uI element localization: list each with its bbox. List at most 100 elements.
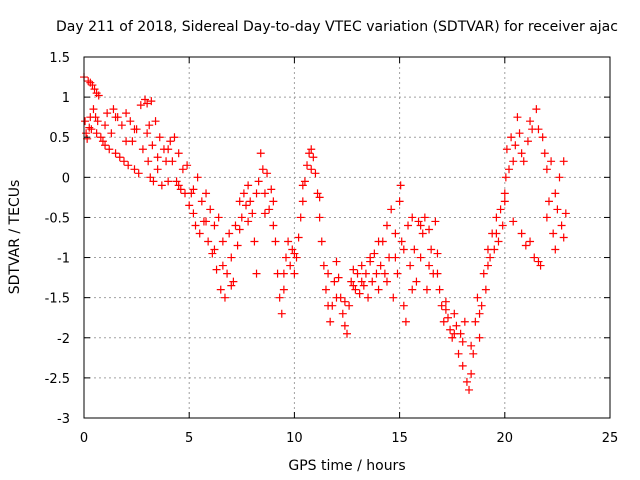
data-point (244, 181, 253, 190)
data-point (296, 213, 305, 222)
data-point (370, 249, 379, 258)
y-tick-label: 0.5 (49, 131, 70, 146)
data-point (89, 105, 98, 114)
data-point (328, 301, 337, 310)
data-point (492, 229, 501, 238)
data-point (391, 229, 400, 238)
data-point (460, 317, 469, 326)
data-point (515, 129, 524, 138)
data-point (227, 253, 236, 262)
data-point (372, 269, 381, 278)
data-point (223, 269, 232, 278)
x-tick-label: 10 (286, 431, 303, 446)
data-point (279, 269, 288, 278)
data-point (393, 269, 402, 278)
data-point (271, 237, 280, 246)
data-point (279, 285, 288, 294)
data-point (214, 213, 223, 222)
data-point (534, 257, 543, 266)
data-point (486, 253, 495, 262)
data-point (475, 333, 484, 342)
y-tick-label: 0 (62, 171, 70, 186)
data-point (168, 157, 177, 166)
data-point (109, 105, 118, 114)
data-point (359, 281, 368, 290)
data-point (134, 169, 143, 178)
data-point (155, 133, 164, 142)
data-point (542, 213, 551, 222)
y-tick-label: -2 (57, 332, 70, 347)
data-point (225, 229, 234, 238)
data-point (351, 285, 360, 294)
axis-ticks (83, 56, 611, 419)
data-point (136, 101, 145, 110)
data-point (151, 117, 160, 126)
data-point (416, 253, 425, 262)
data-point (292, 253, 301, 262)
data-point (366, 253, 375, 262)
data-point (235, 225, 244, 234)
data-point (148, 141, 157, 150)
data-point (551, 189, 560, 198)
data-point (332, 293, 341, 302)
data-point (185, 201, 194, 210)
data-point (534, 125, 543, 134)
data-point (122, 137, 131, 146)
data-point (98, 137, 107, 146)
data-point (164, 177, 173, 186)
data-point (101, 141, 110, 150)
data-point (101, 121, 110, 130)
data-point (343, 329, 351, 338)
data-point (298, 181, 307, 190)
data-point (471, 317, 480, 326)
data-point (81, 117, 90, 126)
data-point (117, 121, 126, 130)
data-point (454, 349, 463, 358)
data-point (103, 109, 112, 118)
data-point (195, 229, 204, 238)
data-point (124, 161, 133, 170)
data-point (239, 189, 248, 198)
data-point (218, 261, 227, 270)
data-point (368, 277, 377, 286)
data-point (511, 141, 520, 150)
data-point (319, 261, 328, 270)
data-point (294, 233, 303, 242)
data-point (450, 309, 459, 318)
data-point (189, 185, 198, 194)
data-point (130, 125, 139, 134)
y-tick-label: 1.5 (49, 51, 70, 66)
data-point (521, 241, 530, 250)
x-tick-label: 25 (602, 431, 619, 446)
data-point (387, 205, 396, 214)
data-point (248, 209, 257, 218)
data-point (204, 237, 213, 246)
data-point (311, 169, 320, 178)
data-point (84, 77, 93, 86)
data-point (345, 301, 354, 310)
y-tick-label: -3 (57, 412, 70, 427)
data-point (523, 137, 532, 146)
data-point (284, 237, 293, 246)
data-point (473, 293, 482, 302)
data-point (130, 165, 139, 174)
data-point (500, 189, 509, 198)
data-point (505, 165, 514, 174)
data-point (265, 205, 274, 214)
data-point (174, 149, 183, 158)
data-point (122, 109, 131, 118)
plot-marks (80, 73, 570, 394)
data-point (250, 237, 259, 246)
data-point (553, 205, 562, 214)
data-point (233, 241, 242, 250)
data-point (542, 165, 551, 174)
data-point (212, 265, 221, 274)
plot-frame (83, 56, 611, 419)
data-point (107, 129, 116, 138)
data-point (551, 245, 560, 254)
data-point (401, 317, 410, 326)
data-point (349, 281, 358, 290)
data-point (138, 145, 147, 154)
data-point (172, 177, 181, 186)
data-point (555, 173, 564, 182)
